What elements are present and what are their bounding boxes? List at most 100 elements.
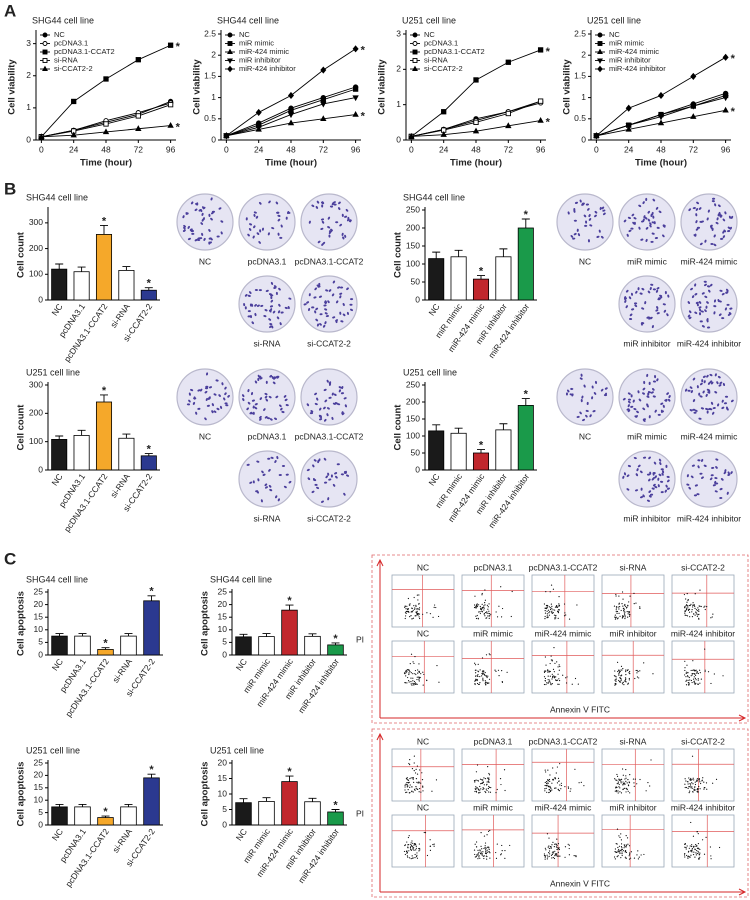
event-dot [690,777,692,780]
event-dot [551,660,553,662]
colony [319,418,323,421]
x-axis-label: Annexin V FITC [550,878,610,888]
colony [626,488,630,491]
bar [74,635,91,656]
colony [318,414,322,418]
flow-plot [671,814,735,868]
event-dot [485,675,487,677]
event-dot [543,670,546,672]
event-dot [629,857,632,859]
colony [341,213,344,217]
event-dot [684,612,686,614]
event-dot [546,854,548,856]
event-dot [685,605,687,607]
event-dot [550,603,552,605]
significance-mark: * [147,443,152,455]
event-dot [633,592,635,594]
plot-label: pcDNA3.1-CCAT2 [529,562,598,572]
colony [668,395,671,399]
y-tick-label: 1.5 [204,71,216,81]
event-dot [475,607,478,609]
colony [573,232,577,236]
colony [275,495,278,499]
event-dot [618,850,621,852]
colony [216,235,220,238]
event-dot [700,605,702,608]
event-dot [550,854,553,856]
event-dot [636,676,639,678]
event-dot [432,843,434,846]
y-tick-label: 0 [581,134,586,144]
y-tick-label: 10 [218,624,228,634]
event-dot [544,615,546,618]
event-dot [704,670,706,673]
event-dot [635,602,637,604]
colony [649,286,652,291]
colony [658,458,662,462]
event-dot [549,853,551,855]
event-dot [477,853,479,855]
event-dot [693,604,695,606]
event-dot [574,768,576,770]
colony [651,221,655,224]
colony [710,224,713,228]
event-dot [697,833,699,835]
colony [269,305,274,308]
event-dot [620,609,622,612]
colony [690,475,694,479]
x-tick-label: 48 [471,144,481,154]
marker [287,91,295,100]
event-dot [414,682,416,685]
colony [321,201,325,205]
event-dot [617,670,619,673]
event-dot [477,670,479,672]
event-dot [543,676,546,678]
colony [706,326,711,329]
event-dot [616,786,618,789]
event-dot [615,676,617,678]
colony [705,407,709,411]
marker [412,65,418,72]
marker [597,58,603,64]
colony [624,299,627,303]
colony [696,201,699,205]
colony [349,303,353,306]
colony [210,217,213,221]
colony-plate [176,368,234,426]
event-dot [413,662,415,665]
bar [258,801,275,826]
colony [255,490,259,493]
event-dot [488,785,490,788]
colony [323,388,327,392]
colony [726,288,729,292]
event-dot [407,597,409,600]
event-dot [424,831,427,834]
colony [257,377,260,382]
colony [253,211,257,214]
colony [243,302,246,307]
event-dot [545,785,548,787]
colony [208,396,211,400]
event-dot [557,609,560,611]
colony [604,392,607,396]
colony [322,241,326,245]
event-dot [690,821,692,824]
event-dot [556,848,558,851]
colony [316,397,319,401]
event-dot [684,843,686,845]
x-arrow [380,714,747,722]
event-dot [699,605,701,607]
y-tick-label: 0 [211,134,216,144]
legend-label: miR-424 mimic [239,47,289,56]
event-dot [624,778,626,780]
colony [311,204,315,208]
colony [279,404,282,408]
event-dot [626,611,628,613]
event-dot [426,854,429,857]
colony [651,232,655,235]
event-dot [485,847,487,849]
event-dot [558,609,561,611]
marker [722,106,729,113]
event-dot [625,791,627,793]
